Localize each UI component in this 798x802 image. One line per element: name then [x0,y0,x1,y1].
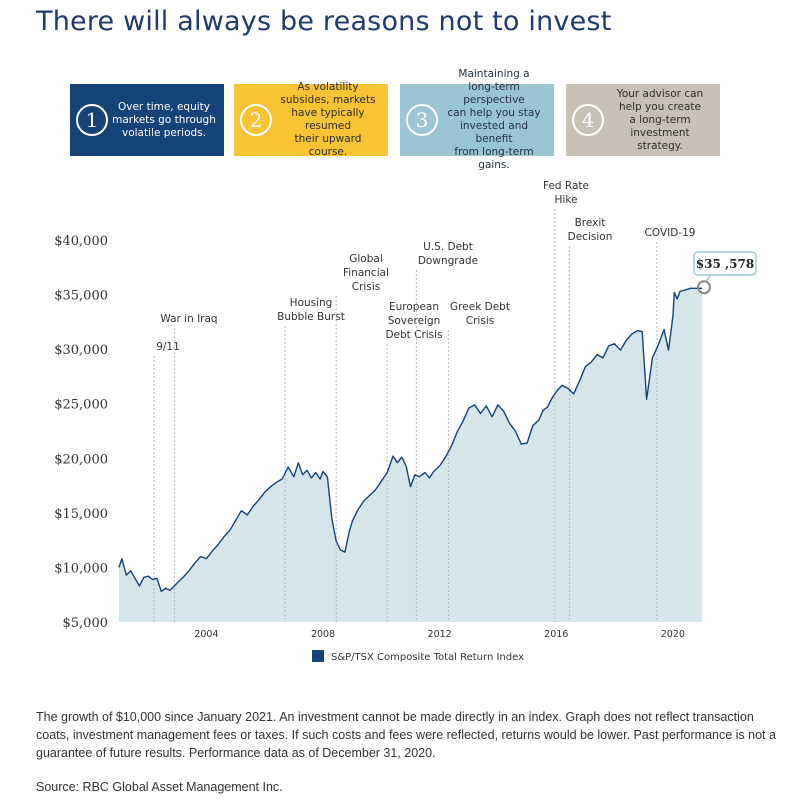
event-annotation-label: 9/11 [156,341,180,353]
event-annotation-line: Debt Crisis [385,329,442,341]
event-annotation-label: U.S. Debt Downgrade [418,241,478,267]
series-area [119,288,702,622]
y-tick-label: $10,000 [54,561,108,576]
growth-chart: $5,000 $10,000 $15,000 $20,000 $25,000 $30,00… [54,180,757,663]
y-tick-label: $20,000 [54,452,108,467]
event-annotation-line: Financial [343,267,389,279]
number-badge-4: 4 [572,104,604,136]
event-annotation-line: 9/11 [156,341,180,353]
event-annotation-label: European Sovereign Debt Crisis [385,301,442,341]
info-box-4: 4 Your advisor can help you create a lon… [566,84,720,156]
y-tick-label: $15,000 [54,507,108,522]
event-annotation-line: U.S. Debt [423,241,473,253]
event-annotation-line: Global [349,253,383,265]
event-annotation-line: Brexit [575,217,606,229]
legend-label: S&P/TSX Composite Total Return Index [331,652,524,663]
event-annotation-label: Housing Bubble Burst [277,297,345,323]
event-annotation-label: War in Iraq [160,313,217,325]
event-annotation-line: Downgrade [418,255,478,267]
y-tick-label: $30,000 [54,343,108,358]
info-box-3-text: Maintaining a long-term perspective can … [438,68,546,172]
event-annotation-line: Fed Rate [543,180,589,192]
series-line [118,287,702,593]
info-box-2: 2 As volatility subsides, markets have t… [234,81,388,159]
info-box-3-line: can help you stay [447,107,541,119]
info-box-2-line: their upward course. [294,133,362,158]
event-annotation-line: Housing [290,297,333,309]
end-value-label: $35 ,578 [696,257,754,271]
info-box-4-text: Your advisor can help you create a long-… [604,88,712,153]
number-badge-1: 1 [76,104,108,136]
y-tick-label: $40,000 [54,234,108,249]
info-box-3-line: from long-term gains. [454,146,534,171]
event-annotation-line: Greek Debt [450,301,510,313]
event-annotation-label: Global Financial Crisis [343,253,389,293]
x-tick-label: 2016 [544,629,568,640]
source-note: Source: RBC Global Asset Management Inc. [36,780,283,794]
event-annotation-line: Sovereign [388,315,441,327]
info-box-1-line: volatile periods. [122,126,206,139]
event-annotation-label: Fed Rate Hike [543,180,589,206]
event-annotation-line: Crisis [466,315,494,327]
legend-swatch [312,650,324,662]
event-annotation-line: European [389,301,439,313]
event-annotation-line: Crisis [352,281,380,293]
y-tick-label: $25,000 [54,398,108,413]
number-badge-2: 2 [240,104,272,136]
x-tick-label: 2020 [661,629,685,640]
y-tick-label: $5,000 [63,616,109,631]
info-box-1-line: markets go through [112,113,216,126]
number-badge-3: 3 [406,104,438,136]
x-tick-label: 2008 [311,629,335,640]
event-annotation-line: Bubble Burst [277,311,345,323]
info-box-3-line: invested and benefit [459,120,529,145]
event-annotation-label: COVID-19 [645,227,696,239]
x-tick-label: 2012 [428,629,452,640]
info-box-1: 1 Over time, equity markets go through v… [70,84,224,156]
info-box-4-line: a long-term [629,113,691,126]
page-title: There will always be reasons not to inve… [36,6,612,37]
info-box-2-text: As volatility subsides, markets have typ… [272,81,380,159]
info-box-2-line: As volatility [297,81,359,93]
event-annotation-line: War in Iraq [160,313,217,325]
info-box-2-line: subsides, markets [280,94,376,106]
end-value-marker [697,280,711,295]
event-annotation-line: Decision [568,231,613,243]
event-annotation-label: Brexit Decision [568,217,613,243]
info-box-1-text: Over time, equity markets go through vol… [108,101,216,140]
info-box-4-line: help you create [619,100,701,113]
info-box-4-line: investment strategy. [630,126,690,152]
x-tick-label: 2004 [194,629,218,640]
end-value-box [693,251,757,276]
info-box-3-line: Maintaining a [458,68,530,80]
info-box-3: 3 Maintaining a long-term perspective ca… [400,68,554,171]
info-box-4-line: Your advisor can [616,87,704,100]
event-annotation-line: Hike [555,194,578,206]
info-box-3-line: long-term perspective [463,81,525,106]
info-box-2-line: have typically resumed [291,107,365,132]
event-annotation-label: Greek Debt Crisis [450,301,510,327]
info-box-1-line: Over time, equity [117,100,211,113]
y-tick-label: $35,000 [54,289,108,304]
footnote: The growth of $10,000 since January 2021… [36,710,776,760]
event-annotation-line: COVID-19 [645,227,696,239]
